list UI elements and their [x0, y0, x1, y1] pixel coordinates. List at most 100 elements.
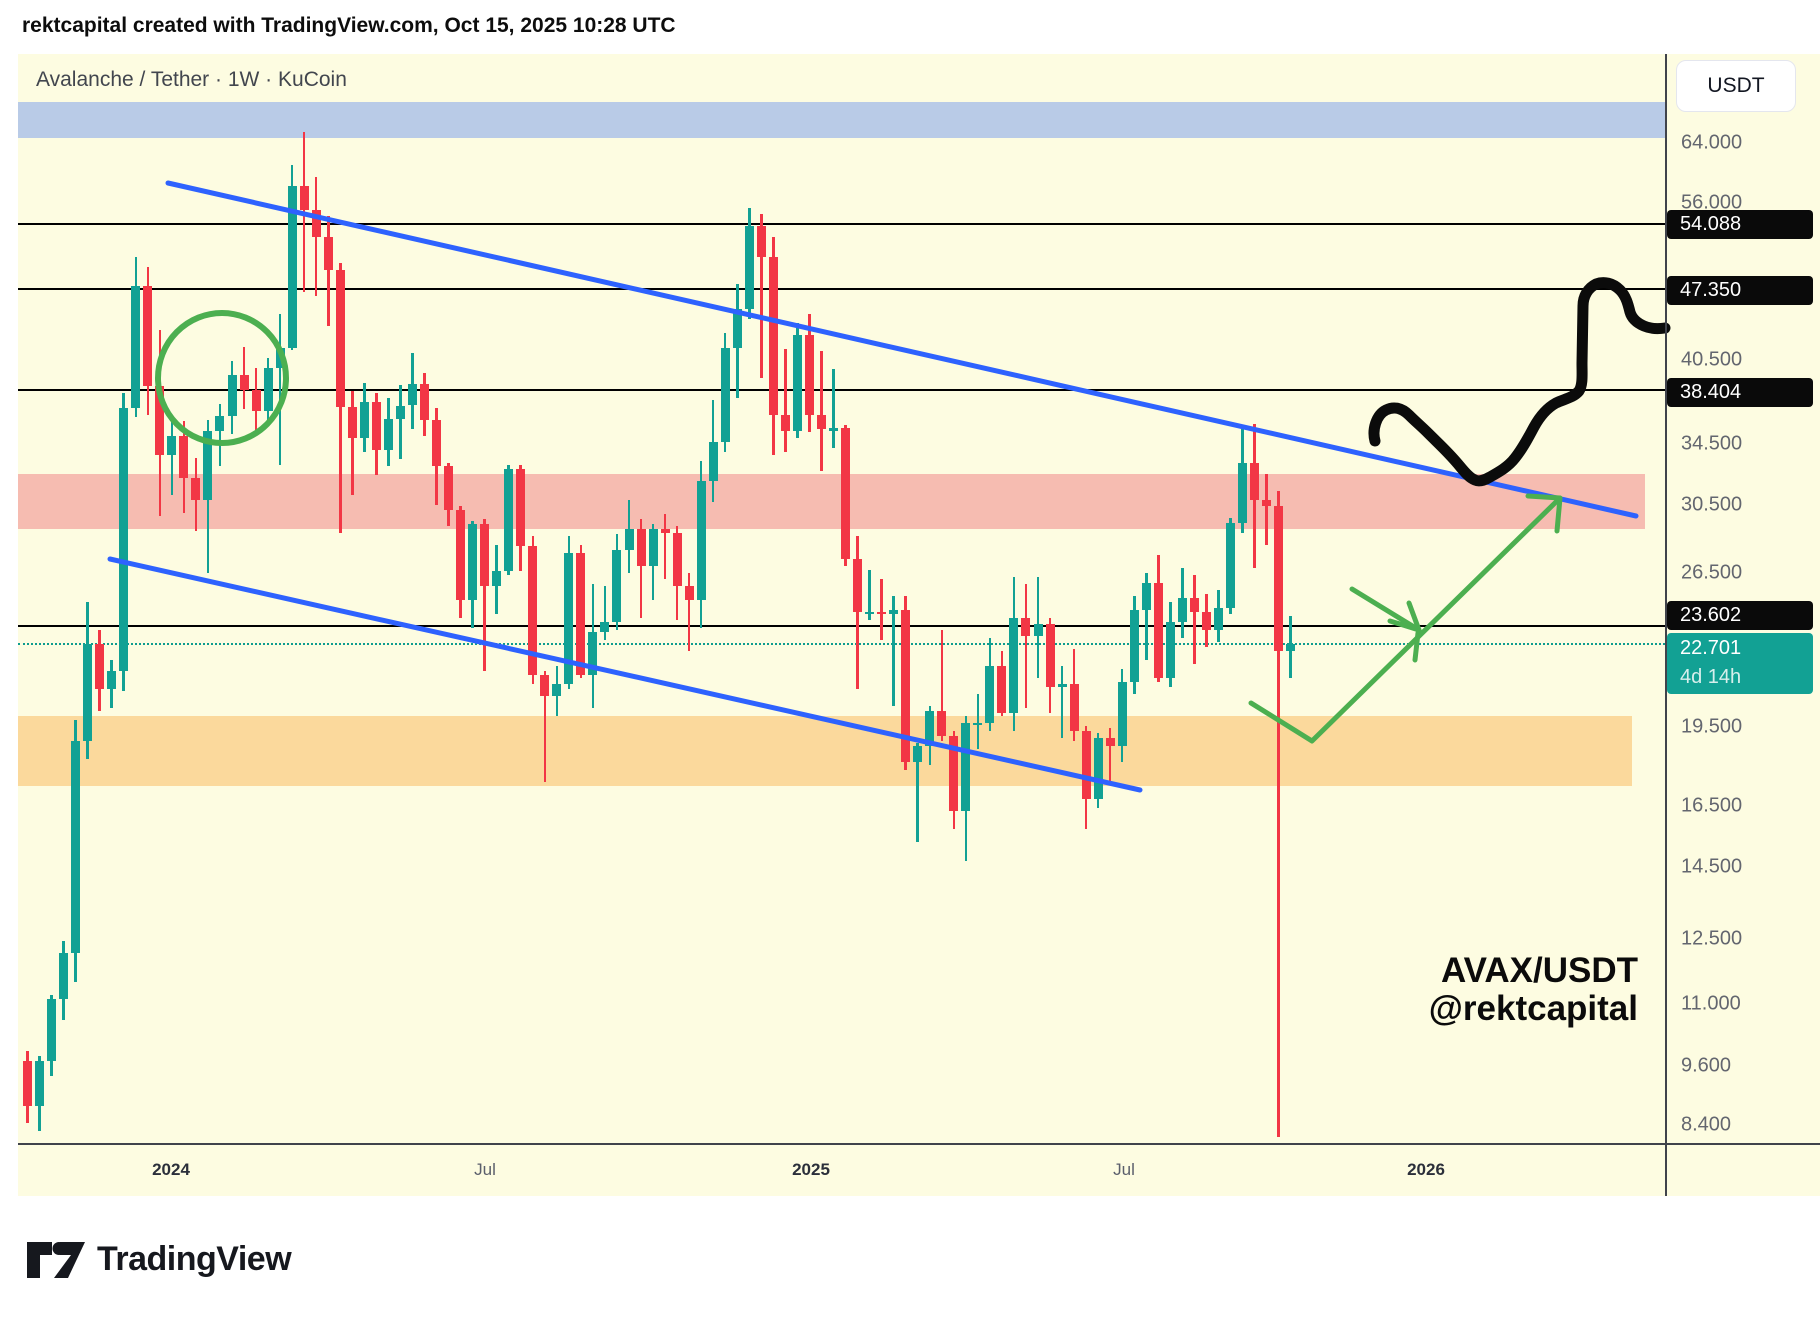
price-scale-label: 11.000 [1681, 992, 1741, 1015]
candle-body [1286, 644, 1296, 651]
candle-body [1274, 506, 1284, 651]
currency-toggle-button[interactable]: USDT [1676, 60, 1796, 112]
time-scale-label-Jul[interactable]: Jul [474, 1160, 496, 1179]
candle-body [528, 546, 538, 676]
candle-body [985, 666, 995, 723]
candle-body [107, 670, 117, 690]
demand-orange[interactable] [18, 716, 1632, 786]
time-scale-label-Jul[interactable]: Jul [1113, 1160, 1135, 1179]
candle-body [1226, 522, 1235, 608]
candle-wick [302, 131, 306, 293]
candle-body [419, 383, 429, 421]
candle-wick [1277, 490, 1280, 1138]
candle-body [1213, 607, 1223, 630]
price-ray-54.088[interactable] [18, 223, 1665, 226]
price-scale-label: 14.500 [1681, 855, 1743, 878]
candle-body [696, 481, 706, 600]
candle-body [624, 529, 634, 550]
tradingview-logo-icon [27, 1241, 85, 1278]
time-axis-separator[interactable] [18, 1143, 1820, 1145]
candle-body [167, 436, 177, 455]
candle-body [239, 375, 249, 391]
candle-body [865, 611, 875, 615]
candle-body [492, 571, 502, 587]
time-scale-label-2026[interactable]: 2026 [1407, 1160, 1445, 1179]
candle-body [1141, 582, 1151, 610]
candle-body [780, 414, 790, 431]
candle-wick [399, 385, 402, 460]
candle-wick [218, 404, 222, 467]
watermark-symbol: AVAX/USDT [1440, 951, 1638, 990]
candle-body [853, 558, 863, 612]
candle-body [71, 740, 81, 953]
candle-wick [327, 216, 330, 327]
candle-body [468, 524, 478, 600]
candle-body [732, 309, 742, 348]
candle-body [660, 529, 670, 533]
price-level-badge: 23.602 [1667, 601, 1813, 630]
candle-body [59, 952, 69, 1000]
attribution-text: rektcapital created with TradingView.com… [22, 14, 676, 37]
candle-body [263, 367, 273, 411]
candle-body [1021, 617, 1031, 637]
candle-body [1093, 738, 1103, 799]
candle-wick [820, 351, 823, 471]
candle-body [756, 226, 766, 257]
candle-wick [1108, 728, 1112, 785]
candle-body [23, 1060, 32, 1106]
watermark-handle: @rektcapital [1428, 989, 1638, 1028]
price-scale-label: 64.000 [1681, 131, 1743, 154]
candle-body [636, 529, 646, 566]
candle-body [1045, 623, 1055, 687]
candle-body [1177, 597, 1187, 622]
price-axis-separator[interactable] [1665, 54, 1667, 1196]
candle-body [395, 405, 405, 419]
candle-body [227, 375, 237, 417]
candle-body [444, 466, 454, 510]
candle-body [672, 532, 682, 587]
candle-body [155, 386, 165, 455]
resistance-blue[interactable] [18, 102, 1665, 138]
price-scale-label: 56.000 [1681, 191, 1743, 214]
candle-body [804, 335, 814, 415]
candle-body [516, 469, 526, 547]
candle-wick [663, 514, 667, 579]
candle-body [83, 644, 93, 741]
candle-wick [1193, 575, 1196, 665]
candle-body [335, 270, 345, 407]
candle-body [456, 509, 466, 600]
price-ray-47.35[interactable] [18, 287, 1665, 290]
candle-body [1201, 611, 1211, 630]
candle-wick [278, 314, 282, 465]
candle-body [1189, 597, 1199, 612]
time-scale-label-2024[interactable]: 2024 [152, 1160, 190, 1179]
candle-body [925, 710, 935, 747]
candle-body [612, 549, 622, 622]
candle-body [648, 529, 658, 566]
symbol-title: Avalanche / Tether · 1W · KuCoin [36, 68, 347, 91]
candle-body [600, 621, 610, 632]
candle-body [973, 722, 983, 726]
candle-body [347, 406, 357, 438]
supply-pink[interactable] [18, 474, 1645, 529]
candle-body [1165, 621, 1175, 678]
candle-body [35, 1060, 45, 1106]
tradingview-logo[interactable]: TradingView [27, 1240, 292, 1279]
candle-wick [603, 586, 607, 641]
candle-body [1129, 609, 1139, 683]
candle-body [816, 414, 826, 430]
time-scale-label-2025[interactable]: 2025 [792, 1160, 830, 1179]
candle-body [47, 999, 57, 1061]
price-scale-label: 26.500 [1681, 561, 1743, 584]
current-price-badge: 22.701 4d 14h [1667, 633, 1813, 694]
candle-wick [1024, 584, 1028, 709]
candle-body [792, 335, 802, 431]
candle-body [540, 675, 550, 697]
price-level-badge: 54.088 [1667, 210, 1813, 239]
candle-body [480, 524, 490, 587]
candle-body [877, 611, 887, 615]
candle-body [215, 416, 225, 431]
watermark-text: AVAX/USDT @rektcapital [1429, 952, 1638, 1028]
price-ray-23.602[interactable] [18, 624, 1665, 627]
